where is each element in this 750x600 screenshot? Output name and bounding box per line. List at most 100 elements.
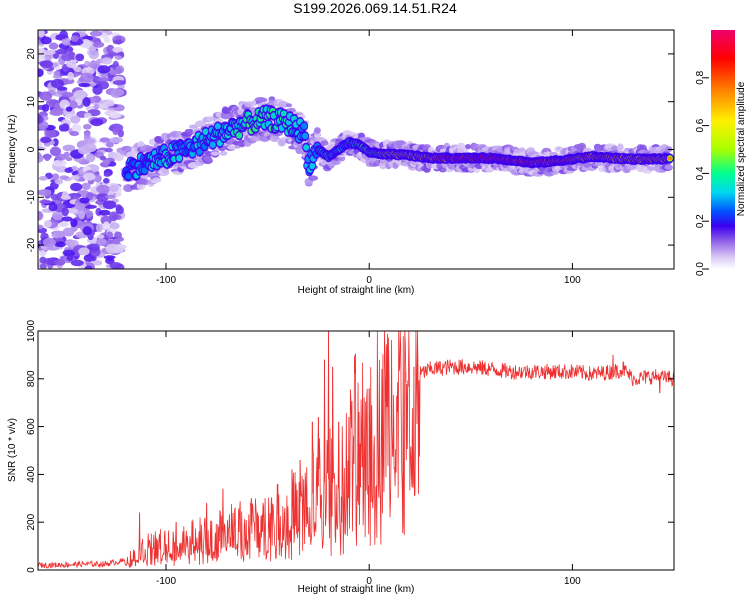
noise-blob bbox=[67, 71, 74, 81]
noise-blob bbox=[92, 41, 105, 48]
noise-blob bbox=[96, 184, 110, 194]
ridge-core bbox=[141, 167, 148, 174]
ridge-halo bbox=[244, 101, 254, 108]
ridge-core bbox=[214, 123, 221, 130]
noise-blob bbox=[82, 123, 92, 130]
colorbar-tick-label: 0.4 bbox=[695, 166, 706, 180]
noise-blob bbox=[41, 104, 50, 112]
noise-blob bbox=[65, 156, 73, 162]
snr-x-axis-label: Height of straight line (km) bbox=[298, 584, 415, 595]
colorbar-gradient bbox=[711, 30, 735, 269]
noise-blob bbox=[94, 174, 102, 183]
ridge-halo bbox=[152, 177, 162, 183]
ridge-halo bbox=[295, 146, 303, 155]
noise-blob bbox=[49, 109, 64, 116]
noise-blob bbox=[92, 260, 103, 266]
ridge-halo bbox=[238, 139, 246, 148]
noise-blob bbox=[62, 227, 75, 237]
noise-blob bbox=[38, 68, 44, 77]
ridge-halo bbox=[440, 167, 448, 173]
noise-blob bbox=[96, 234, 105, 239]
snr-y-tick-label: 200 bbox=[26, 513, 37, 530]
noise-blob bbox=[90, 118, 104, 127]
spectrogram-y-tick-label: 10 bbox=[26, 96, 37, 108]
ridge-halo bbox=[259, 97, 268, 103]
noise-blob bbox=[101, 57, 113, 65]
noise-blob bbox=[112, 47, 124, 53]
snr-plot-area bbox=[38, 331, 674, 569]
noise-blob bbox=[39, 91, 53, 101]
noise-blob bbox=[41, 137, 52, 143]
ridge-core bbox=[196, 148, 203, 155]
snr-y-tick-label: 400 bbox=[26, 466, 37, 483]
noise-blob bbox=[70, 182, 83, 192]
ridge-halo bbox=[140, 178, 150, 186]
noise-blob bbox=[54, 259, 66, 266]
noise-blob bbox=[52, 159, 67, 167]
noise-blob bbox=[38, 224, 44, 230]
noise-blob bbox=[53, 71, 61, 77]
noise-blob bbox=[62, 144, 76, 152]
noise-blob bbox=[39, 249, 47, 257]
noise-blob bbox=[78, 209, 86, 220]
noise-blob bbox=[61, 53, 73, 62]
spectrogram-y-tick-label: 20 bbox=[26, 48, 37, 60]
noise-blob bbox=[61, 207, 69, 217]
chart-title: S199.2026.069.14.51.R24 bbox=[293, 0, 457, 16]
noise-blob bbox=[75, 53, 85, 62]
ridge-halo bbox=[219, 151, 228, 156]
noise-blob bbox=[39, 60, 54, 69]
noise-blob bbox=[109, 136, 124, 144]
noise-blob bbox=[58, 221, 69, 227]
spectrogram-y-tick-label: -20 bbox=[26, 237, 37, 252]
colorbar-tick-label: 0.2 bbox=[695, 214, 706, 228]
noise-blob bbox=[59, 175, 69, 180]
noise-blob bbox=[108, 211, 119, 222]
ridge-halo bbox=[617, 143, 624, 151]
noise-blob bbox=[66, 59, 77, 68]
noise-blob bbox=[42, 49, 56, 55]
noise-blob bbox=[55, 241, 66, 248]
noise-blob bbox=[97, 65, 111, 74]
noise-blob bbox=[39, 199, 52, 204]
noise-blob bbox=[112, 127, 120, 136]
snr-x-tick-label: 100 bbox=[564, 576, 581, 587]
colorbar-ticks: 0.0 0.2 0.4 0.6 0.8 bbox=[695, 70, 709, 276]
noise-blob bbox=[97, 77, 110, 82]
spectrogram-x-axis-label: Height of straight line (km) bbox=[298, 285, 415, 296]
noise-blob bbox=[42, 237, 56, 248]
noise-blob bbox=[105, 141, 114, 148]
noise-blob bbox=[113, 237, 121, 244]
noise-blob bbox=[104, 147, 113, 153]
noise-blob bbox=[114, 55, 123, 60]
noise-blob bbox=[70, 259, 84, 267]
snr-y-tick-label: 600 bbox=[26, 418, 37, 435]
noise-blob bbox=[106, 44, 115, 54]
spectrogram-x-tick-label: 100 bbox=[564, 275, 581, 286]
noise-blob bbox=[112, 39, 124, 45]
noise-blob bbox=[69, 208, 79, 214]
ridge-halo bbox=[203, 155, 212, 162]
spectrogram-x-tick-label: 0 bbox=[366, 275, 372, 286]
noise-blob bbox=[108, 111, 122, 119]
noise-blob bbox=[70, 218, 78, 228]
ridge-halo bbox=[320, 140, 329, 146]
ridge-core bbox=[176, 155, 183, 162]
noise-blob bbox=[61, 216, 73, 222]
noise-blob bbox=[103, 36, 111, 43]
colorbar-tick-label: 0.0 bbox=[695, 262, 706, 276]
ridge-halo bbox=[210, 151, 220, 156]
ridge-core bbox=[209, 141, 216, 148]
spectrogram-y-axis-label: Frequency (Hz) bbox=[7, 115, 18, 184]
noise-blob bbox=[71, 123, 82, 133]
ridge-halo bbox=[221, 107, 231, 115]
noise-blob bbox=[110, 88, 125, 97]
spectrogram-y-tick-label: -10 bbox=[26, 190, 37, 205]
noise-blob bbox=[98, 209, 111, 216]
snr-x-tick-label: -100 bbox=[156, 576, 176, 587]
noise-blob bbox=[83, 137, 96, 145]
colorbar-tick-label: 0.8 bbox=[695, 70, 706, 84]
